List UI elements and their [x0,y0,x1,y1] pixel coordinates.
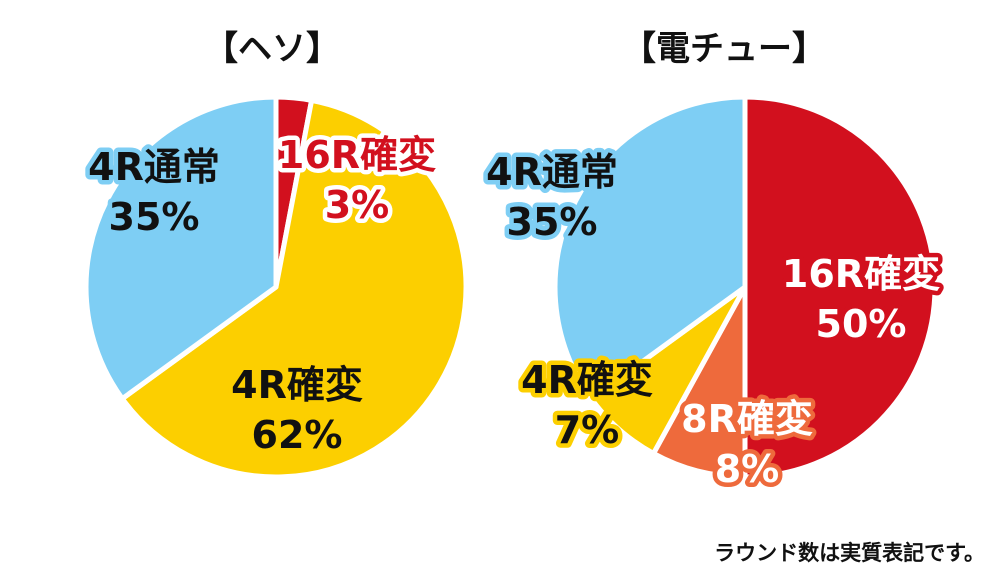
pie-denchu-slice-4r-tsujo [552,94,748,402]
pie-denchu: 【電チュー】 16R確変 50% 8R確変 8% 4R確変 7% 4R通常 35% [482,29,945,496]
pie-heso-label-value-16r-kakuhen: 3% [325,183,390,227]
pie-denchu-label-4r-tsujo: 4R通常 35% [486,150,618,244]
pie-heso-label-name-16r-kakuhen: 16R確変 [278,133,436,177]
pie-denchu-label-name-4r-tsujo: 4R通常 [486,150,618,194]
pie-denchu-label-value-4r-tsujo: 35% [507,200,598,244]
pie-heso-label-16r-kakuhen: 16R確変 3% [278,133,436,227]
pie-heso-labels: 16R確変 3% 4R確変 62% 4R通常 35% [84,129,441,462]
pie-heso-label-name-4r-kakuhen: 4R確変 [231,363,363,407]
pie-heso-label-4r-tsujo: 4R通常 35% [88,145,220,239]
pie-heso-label-4r-kakuhen: 4R確変 62% [231,363,363,457]
pie-denchu-label-value-8r-kakuhen: 8% [715,447,780,491]
pie-denchu-title: 【電チュー】 [622,29,826,69]
pie-heso-title: 【ヘソ】 [204,29,340,69]
pie-denchu-label-name-4r-kakuhen: 4R確変 [521,358,653,402]
pie-heso-slice-4r-tsujo [83,94,279,402]
pie-denchu-label-value-16r-kakuhen: 50% [816,302,907,346]
pie-denchu-label-4r-kakuhen: 4R確変 7% [521,358,653,452]
pie-heso-label-value-4r-kakuhen: 62% [252,413,343,457]
pie-heso-slice-4r-kakuhen [119,97,469,480]
pie-denchu-slices [552,94,938,480]
pie-heso: 【ヘソ】 16R確変 3% 4R確変 62% 4R通常 35% [83,29,469,480]
pie-denchu-labels: 16R確変 50% 8R確変 8% 4R確変 7% 4R通常 35% [482,146,945,496]
pie-heso-label-value-4r-tsujo: 35% [109,195,200,239]
pie-heso-label-name-4r-tsujo: 4R通常 [88,145,220,189]
footnote: ラウンド数は実質表記です。 [714,541,985,565]
pie-heso-slices [83,94,469,480]
pie-denchu-label-name-16r-kakuhen: 16R確変 [782,252,940,296]
pie-denchu-label-value-4r-kakuhen: 7% [555,408,620,452]
pie-denchu-label-16r-kakuhen: 16R確変 50% [782,252,940,346]
pie-denchu-label-8r-kakuhen: 8R確変 8% [681,397,813,491]
pie-denchu-label-name-8r-kakuhen: 8R確変 [681,397,813,441]
pie-denchu-slice-16r-kakuhen [742,94,938,480]
